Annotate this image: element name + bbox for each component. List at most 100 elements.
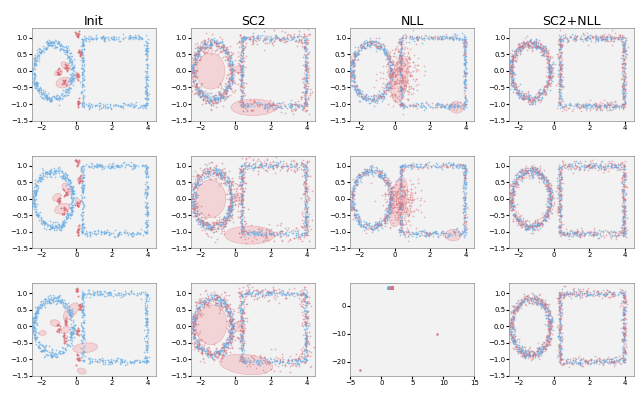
Point [220, 302, 230, 308]
Point [255, 228, 265, 235]
Point [397, 230, 408, 236]
Point [194, 336, 204, 343]
Point [237, 212, 248, 218]
Point [184, 62, 195, 68]
Point [64, 57, 74, 64]
Point [509, 307, 520, 313]
Point [554, 87, 564, 93]
Point [306, 349, 316, 356]
Point [531, 166, 541, 172]
Point [400, 44, 410, 50]
Point [205, 99, 215, 105]
Point [353, 56, 363, 62]
Point [555, 52, 565, 59]
Point [508, 191, 518, 198]
Point [385, 284, 395, 291]
Point [431, 36, 442, 42]
Point [611, 354, 621, 361]
Point [540, 301, 550, 308]
Point [279, 36, 289, 42]
Point [348, 83, 358, 89]
Point [280, 103, 290, 110]
Point [403, 59, 413, 65]
Point [452, 103, 462, 109]
Point [275, 36, 285, 42]
Point [90, 289, 100, 296]
Point [612, 232, 623, 238]
Point [141, 219, 151, 225]
Point [587, 164, 597, 171]
Point [77, 292, 88, 298]
Point [223, 213, 233, 219]
Point [536, 90, 547, 97]
Point [533, 42, 543, 48]
Point [582, 163, 593, 169]
Point [618, 63, 628, 70]
Point [369, 84, 379, 90]
Point [200, 37, 211, 43]
Point [529, 168, 540, 174]
Point [529, 295, 540, 302]
Point [394, 70, 404, 76]
Point [202, 97, 212, 104]
Point [548, 61, 558, 67]
Point [518, 349, 528, 356]
Point [383, 212, 393, 218]
Point [525, 96, 535, 102]
Point [392, 80, 402, 86]
Point [396, 88, 406, 94]
Point [372, 43, 382, 49]
Point [518, 96, 528, 102]
Point [556, 176, 566, 182]
Point [346, 197, 356, 204]
Point [45, 170, 55, 176]
Point [556, 219, 566, 226]
Point [34, 339, 44, 345]
Point [582, 33, 592, 39]
Point [385, 204, 396, 210]
Point [142, 321, 152, 328]
Point [513, 297, 524, 303]
Point [300, 188, 310, 194]
Point [534, 292, 544, 298]
Point [122, 232, 132, 239]
Point [379, 177, 389, 183]
Point [59, 205, 69, 211]
Point [141, 359, 152, 366]
Point [531, 44, 541, 50]
Point [533, 219, 543, 225]
Point [236, 100, 246, 107]
Point [236, 206, 246, 213]
Point [364, 223, 374, 230]
Point [385, 67, 396, 73]
Point [527, 352, 537, 358]
Point [394, 214, 404, 220]
Point [36, 87, 47, 93]
Point [620, 34, 630, 41]
Point [301, 304, 312, 310]
Point [203, 350, 213, 357]
Point [193, 48, 203, 55]
Point [239, 35, 249, 42]
Point [527, 168, 537, 175]
Point [517, 167, 527, 173]
Point [529, 349, 539, 355]
Point [66, 50, 76, 56]
Point [190, 193, 200, 200]
Point [385, 199, 396, 206]
Point [555, 100, 565, 106]
Point [617, 302, 627, 308]
Point [618, 299, 628, 305]
Point [619, 163, 629, 169]
Point [555, 352, 565, 358]
Point [300, 211, 310, 217]
Point [59, 332, 69, 339]
Point [293, 356, 303, 362]
Point [141, 50, 151, 57]
Point [543, 61, 554, 68]
Point [358, 170, 369, 176]
Point [106, 106, 116, 112]
Point [446, 101, 456, 107]
Point [67, 64, 77, 71]
Point [508, 54, 518, 60]
